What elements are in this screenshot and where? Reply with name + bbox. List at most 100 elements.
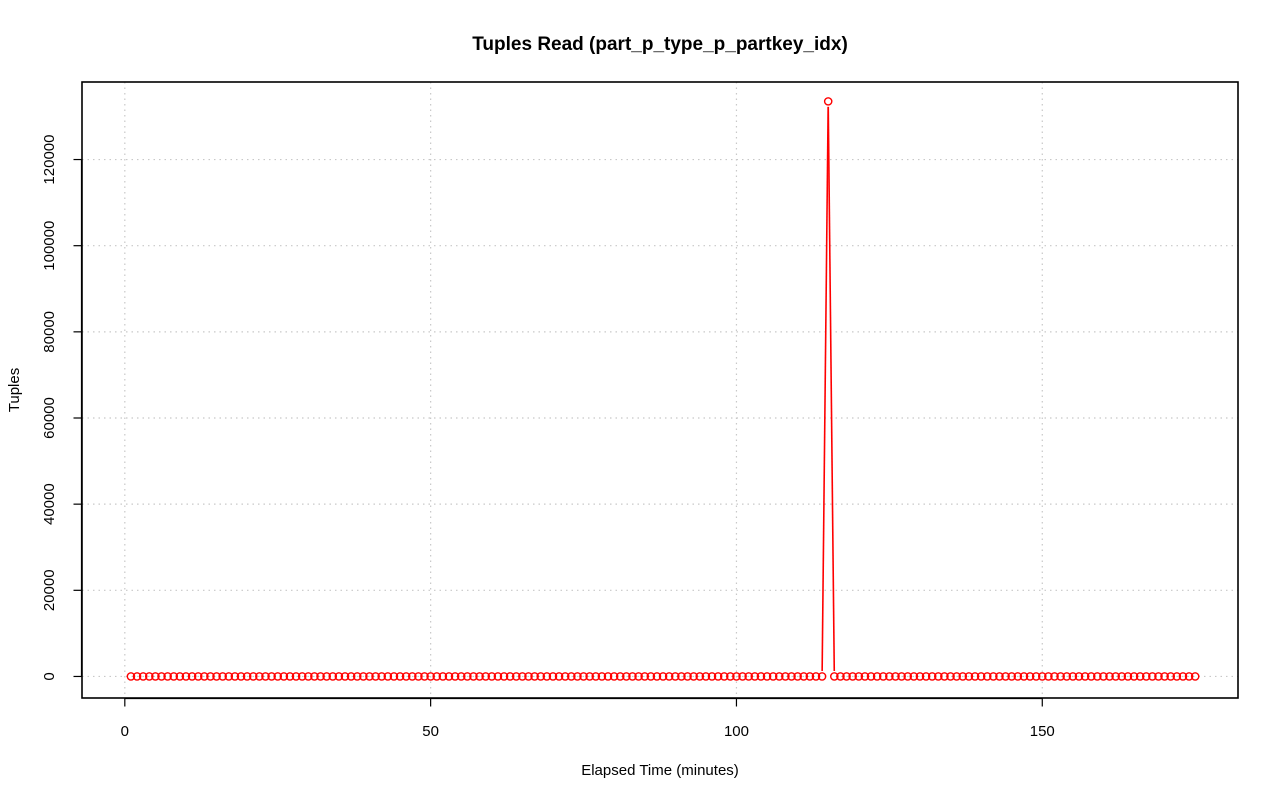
data-point <box>811 672 821 681</box>
y-tick-label: 40000 <box>41 483 58 525</box>
data-point <box>634 672 643 681</box>
data-point <box>872 672 882 681</box>
data-point <box>579 672 588 681</box>
data-point <box>291 672 301 681</box>
data-point <box>1044 672 1053 681</box>
data-point <box>1190 672 1200 681</box>
data-point <box>817 672 827 681</box>
data-point <box>946 672 955 681</box>
data-point <box>493 672 503 681</box>
data-point <box>414 672 423 681</box>
data-point <box>1178 672 1188 681</box>
data-point <box>389 672 399 681</box>
data-point <box>536 672 546 681</box>
data-point <box>774 672 784 681</box>
data-point <box>236 672 246 681</box>
data-point <box>206 672 215 681</box>
data-point <box>744 672 753 681</box>
data-point <box>597 672 607 681</box>
data-point <box>573 672 582 681</box>
data-point <box>285 672 295 681</box>
data-point <box>652 672 662 681</box>
data-point <box>377 672 387 681</box>
data-point <box>487 672 497 681</box>
data-point <box>401 672 411 681</box>
data-point <box>175 672 185 681</box>
data-point <box>1074 672 1084 681</box>
data-point <box>958 672 968 681</box>
data-point <box>456 672 466 681</box>
data-point <box>554 672 564 681</box>
data-point <box>805 672 815 681</box>
data-point <box>560 672 570 681</box>
data-point <box>304 672 313 681</box>
data-point <box>383 672 393 681</box>
data-point <box>933 672 943 681</box>
data-point <box>1013 672 1023 681</box>
data-point <box>707 672 717 681</box>
data-point <box>279 672 289 681</box>
data-point <box>1184 672 1194 681</box>
data-point <box>952 672 961 681</box>
data-point <box>823 97 833 106</box>
data-point <box>542 672 552 681</box>
y-tick-label: 60000 <box>41 397 58 439</box>
data-point <box>181 672 191 681</box>
data-point <box>909 672 919 681</box>
data-point <box>891 672 900 681</box>
data-point <box>163 672 172 681</box>
x-tick-label: 50 <box>422 723 439 740</box>
data-point <box>1160 672 1169 681</box>
x-axis-label: Elapsed Time (minutes) <box>581 762 739 779</box>
data-point <box>658 672 668 681</box>
data-point <box>701 672 711 681</box>
data-point <box>438 672 448 681</box>
y-tick-label: 80000 <box>41 311 58 353</box>
data-point <box>432 672 442 681</box>
data-point <box>359 672 368 681</box>
data-point <box>927 672 937 681</box>
data-point <box>1031 672 1041 681</box>
data-point <box>1056 672 1065 681</box>
data-point <box>964 672 974 681</box>
data-point <box>878 672 888 681</box>
data-point <box>719 672 729 681</box>
data-point <box>1099 672 1108 681</box>
data-point <box>628 672 637 681</box>
data-point <box>151 672 160 681</box>
data-point <box>463 672 472 681</box>
data-point <box>193 672 203 681</box>
data-point <box>1148 672 1157 681</box>
data-point <box>420 672 429 681</box>
data-point <box>683 672 692 681</box>
data-point <box>866 672 876 681</box>
data-point <box>615 672 625 681</box>
data-point <box>157 672 166 681</box>
data-point <box>603 672 613 681</box>
data-point <box>787 672 796 681</box>
data-point <box>530 672 539 681</box>
data-point <box>524 672 533 681</box>
data-point <box>732 672 741 681</box>
data-point <box>1001 672 1010 681</box>
data-point <box>1080 672 1090 681</box>
plot-frame <box>81 81 1239 699</box>
data-point <box>346 672 356 681</box>
data-point <box>836 672 845 681</box>
data-point <box>738 672 747 681</box>
data-point <box>897 672 906 681</box>
data-point <box>1105 672 1114 681</box>
x-tick-label: 150 <box>1030 723 1055 740</box>
data-point <box>781 672 790 681</box>
data-point <box>940 672 949 681</box>
data-point <box>640 672 650 681</box>
data-point <box>475 672 484 681</box>
data-point <box>1166 672 1176 681</box>
data-point <box>567 672 576 681</box>
series-layer <box>126 97 1200 681</box>
data-point <box>768 672 778 681</box>
data-point <box>670 672 680 681</box>
data-point <box>1086 672 1096 681</box>
data-point <box>1141 672 1151 681</box>
data-point <box>224 672 234 681</box>
